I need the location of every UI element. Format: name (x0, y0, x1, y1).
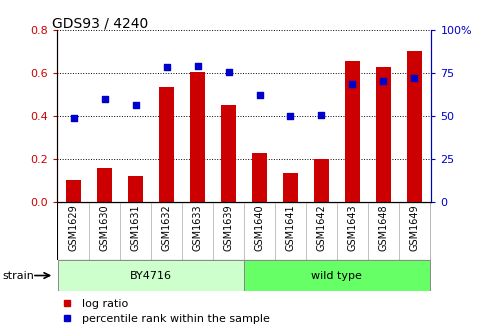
Bar (252, 154, 267, 202)
Point (194, 64, 202, 69)
Text: GSM1643: GSM1643 (348, 205, 357, 251)
Point (380, 78, 387, 83)
Legend: log ratio, percentile rank within the sample: log ratio, percentile rank within the sa… (57, 294, 274, 329)
Point (349, 82, 356, 87)
Bar (190, 72, 205, 202)
Bar (376, 67, 391, 202)
Bar (66, 180, 81, 202)
Text: GSM1630: GSM1630 (100, 205, 109, 251)
Bar (159, 87, 175, 202)
Text: GSM1640: GSM1640 (254, 205, 265, 251)
Bar (97, 168, 112, 202)
Bar (345, 61, 360, 202)
Point (163, 65, 171, 70)
Bar (58, 260, 244, 291)
Text: GSM1641: GSM1641 (285, 205, 295, 251)
Bar (128, 176, 143, 202)
Text: GSM1639: GSM1639 (223, 205, 234, 251)
Point (410, 76, 418, 81)
Text: GSM1642: GSM1642 (317, 205, 326, 251)
Bar (407, 51, 422, 202)
Text: GSM1629: GSM1629 (69, 205, 79, 251)
Text: GDS93 / 4240: GDS93 / 4240 (52, 17, 148, 31)
Point (225, 70, 233, 75)
Text: GSM1633: GSM1633 (193, 205, 203, 251)
Text: GSM1631: GSM1631 (131, 205, 141, 251)
Text: strain: strain (2, 270, 35, 281)
Text: GSM1649: GSM1649 (409, 205, 420, 251)
Bar (283, 173, 298, 202)
Bar (221, 105, 236, 202)
Text: GSM1632: GSM1632 (162, 205, 172, 251)
Point (255, 92, 263, 97)
Point (70, 115, 78, 120)
Text: BY4716: BY4716 (130, 270, 172, 281)
Bar (244, 260, 430, 291)
Point (101, 96, 108, 101)
Point (132, 102, 140, 108)
Text: wild type: wild type (312, 270, 362, 281)
Text: GSM1648: GSM1648 (379, 205, 388, 251)
Point (286, 113, 294, 119)
Bar (314, 159, 329, 202)
Point (317, 112, 325, 118)
